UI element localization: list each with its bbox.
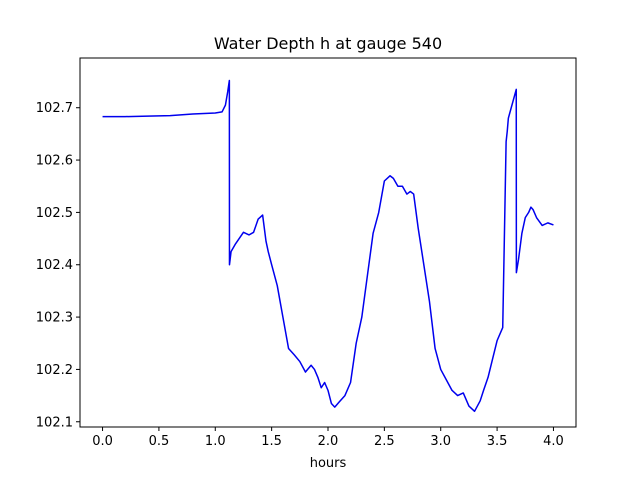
x-axis-ticks: 0.0 0.5 1.0 1.5 2.0 2.5 3.0 3.5 4.0: [92, 427, 564, 449]
y-tick-label: 102.4: [36, 258, 73, 273]
x-axis-label: hours: [310, 456, 347, 471]
y-tick-label: 102.6: [36, 154, 73, 169]
y-tick-label: 102.5: [36, 206, 73, 221]
x-tick-label: 3.5: [487, 434, 508, 449]
x-tick-label: 2.5: [374, 434, 395, 449]
y-tick-label: 102.3: [36, 311, 73, 326]
x-tick-label: 2.0: [318, 434, 339, 449]
x-tick-label: 1.0: [205, 434, 226, 449]
y-tick-label: 102.1: [36, 415, 73, 430]
series-layer: [102, 79, 554, 413]
y-axis-ticks: 102.1 102.2 102.3 102.4 102.5 102.6 102.7: [36, 101, 80, 430]
x-tick-label: 1.5: [261, 434, 282, 449]
x-tick-label: 4.0: [543, 434, 564, 449]
chart-title: Water Depth h at gauge 540: [214, 34, 442, 53]
series-line-0: [102, 79, 554, 413]
y-tick-label: 102.7: [36, 101, 73, 116]
x-tick-label: 0.5: [149, 434, 170, 449]
x-tick-label: 0.0: [92, 434, 113, 449]
y-tick-label: 102.2: [36, 363, 73, 378]
x-tick-label: 3.0: [430, 434, 451, 449]
